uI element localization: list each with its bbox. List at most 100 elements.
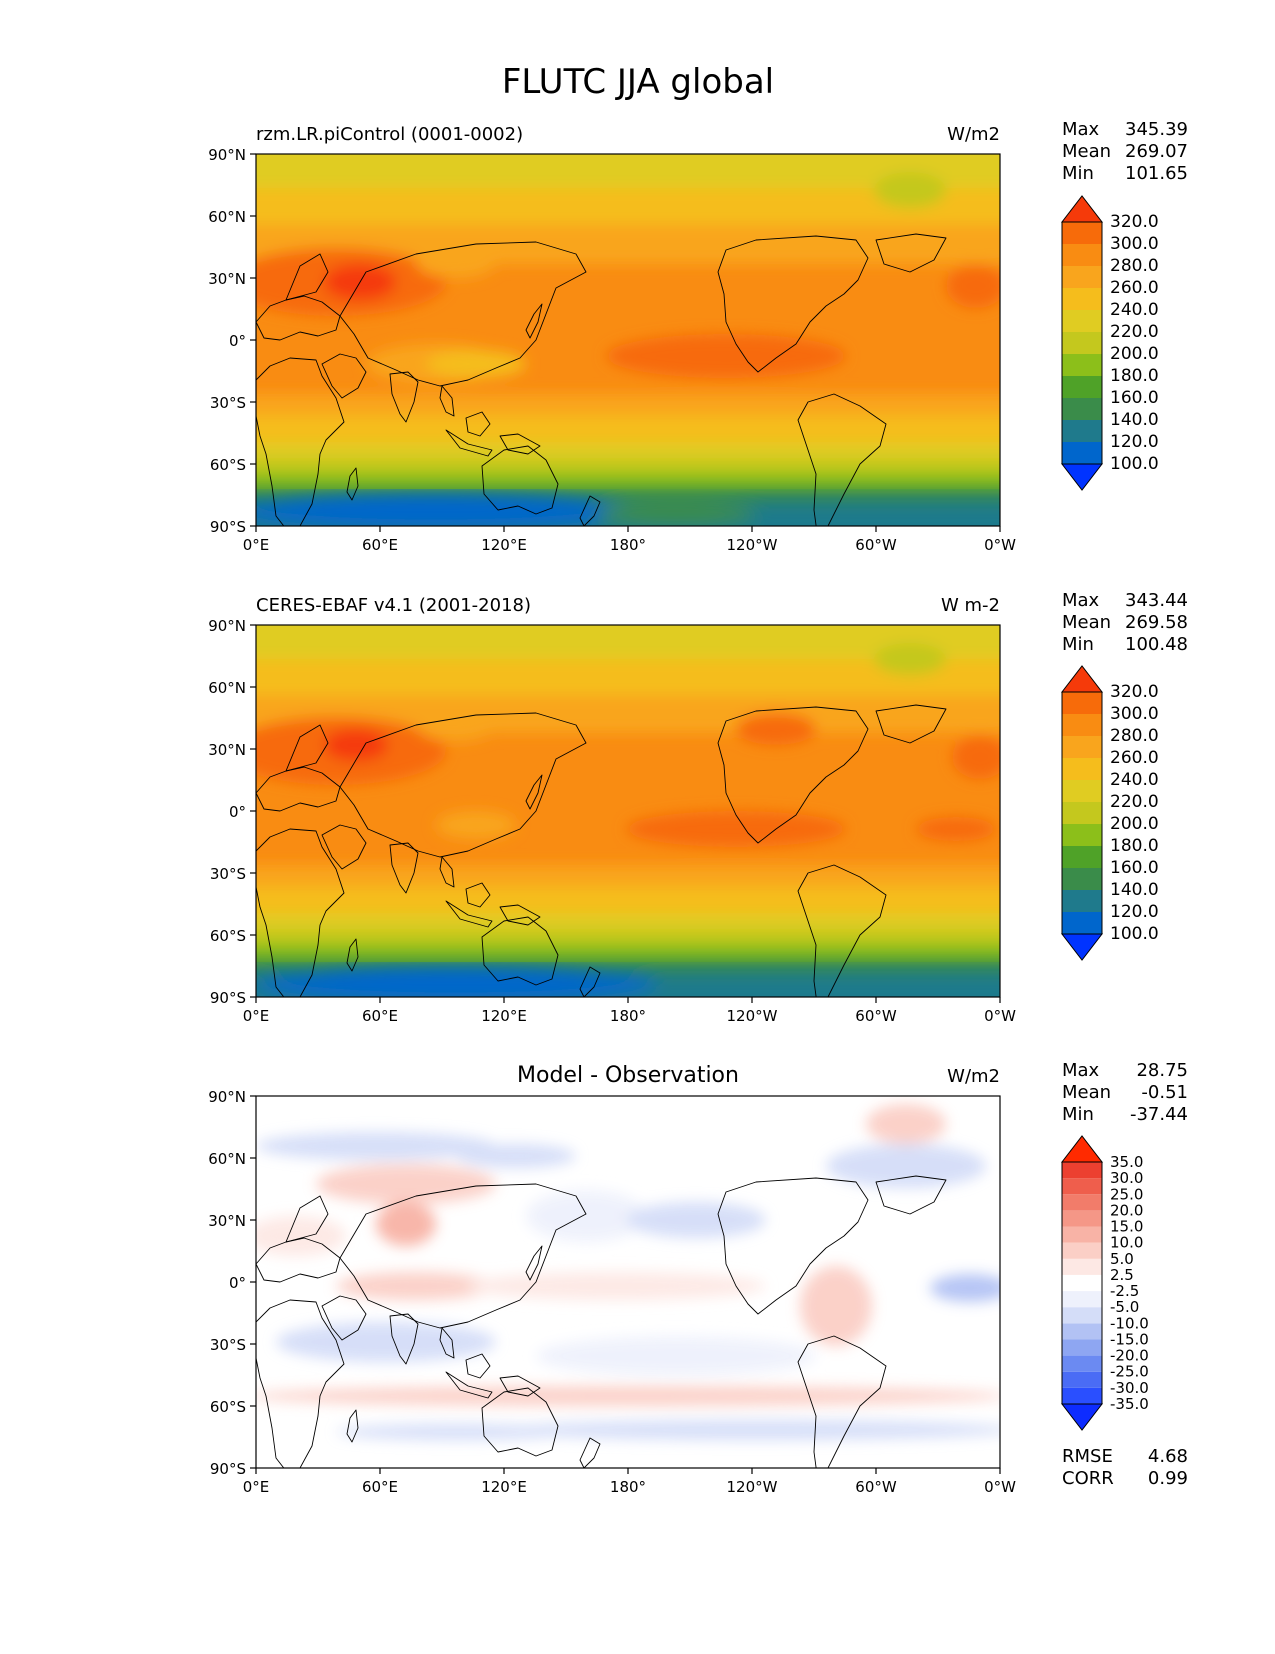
colorbar-segment [1062,1307,1102,1324]
lon-tick-label: 60°E [362,1478,398,1496]
lon-tick-label: 60°E [362,536,398,554]
lat-tick-label: 0° [229,332,246,350]
panel-diff-rmse-label: RMSE [1062,1446,1113,1467]
lat-tick-label: 60°N [208,208,246,226]
lat-tick-label: 30°S [210,1336,246,1354]
lon-tick-label: 180° [610,536,646,554]
panel-model-min-label: Min [1062,163,1094,184]
lat-tick-label: 30°S [210,865,246,883]
colorbar-tick-label: 20.0 [1110,1201,1143,1219]
colorbar-tick-label: 180.0 [1110,836,1159,856]
colorbar-tick-label: 140.0 [1110,880,1159,900]
colorbar-tick-label: 320.0 [1110,212,1159,232]
blob-east-antarctic [256,492,636,526]
band-southern-ocean-1 [256,913,1000,933]
colorbar-tick-label: 160.0 [1110,388,1159,408]
colorbar-extend-high [1060,665,1104,693]
lat-tick-label: 0° [229,1274,246,1292]
panel-obs-max-label: Max [1062,590,1100,611]
panel-obs-left-title: CERES-EBAF v4.1 (2001-2018) [256,595,531,616]
lon-tick-label: 120°W [727,1007,778,1025]
panel-difference: Model - Observation W/m2 [208,1060,1188,1496]
colorbar-tick-label: 140.0 [1110,410,1159,430]
colorbar-tick-label: 100.0 [1110,924,1159,944]
panel-diff-units: W/m2 [947,1066,1000,1087]
colorbar-segment [1062,398,1102,420]
band-southern-ocean-2 [256,929,1000,945]
lat-tick-label: 60°S [210,927,246,945]
panel-model-mean-label: Mean [1062,141,1111,162]
colorbar-segment [1062,1242,1102,1259]
colorbar-tick-label: 5.0 [1110,1250,1134,1268]
band-southern-ocean-1 [256,442,1000,462]
lat-tick-label: 90°S [210,989,246,1007]
blob-middle-east-peak [324,729,388,761]
lon-tick-label: 0°W [984,536,1016,554]
panel-obs-colorbar: 100.0120.0140.0160.0180.0200.0220.0240.0… [1060,665,1159,961]
blob-tropical-pacific [606,334,846,378]
lon-tick-label: 60°W [855,1007,897,1025]
lat-tick-label: 30°S [210,394,246,412]
colorbar-segment [1062,1194,1102,1211]
diff-blob-sh-midlat-warm [256,1386,1000,1406]
colorbar-extend-low [1060,463,1104,491]
lon-tick-label: 60°W [855,536,897,554]
colorbar-tick-label: 25.0 [1110,1185,1143,1203]
colorbar-tick-label: 280.0 [1110,256,1159,276]
colorbar-tick-label: 120.0 [1110,432,1159,452]
lon-tick-label: 120°E [481,1478,527,1496]
colorbar-segment [1062,442,1102,464]
colorbar-segment [1062,868,1102,890]
colorbar-tick-label: 15.0 [1110,1218,1143,1236]
lon-tick-label: 60°E [362,1007,398,1025]
colorbar-segment [1062,1339,1102,1356]
colorbar-tick-label: -25.0 [1110,1363,1149,1381]
panel-diff-center-title: Model - Observation [517,1063,739,1088]
colorbar-segment [1062,890,1102,912]
blob-greenland [874,172,946,208]
colorbar-segment [1062,780,1102,802]
colorbar-tick-label: 280.0 [1110,726,1159,746]
colorbar-tick-label: -5.0 [1110,1298,1139,1316]
band-southern-ocean-3 [256,943,1000,957]
panel-model-max-label: Max [1062,119,1100,140]
colorbar-segment [1062,222,1102,244]
band-southern-ocean-3 [256,472,1000,486]
panel-obs-mean-label: Mean [1062,612,1111,633]
panel-model-left-title: rzm.LR.piControl (0001-0002) [256,124,523,145]
colorbar-tick-label: -2.5 [1110,1282,1139,1300]
diff-blob-pacific-equator-warm [466,1272,766,1300]
colorbar-tick-label: 300.0 [1110,704,1159,724]
colorbar-tick-label: 260.0 [1110,278,1159,298]
panel-diff-min-value: -37.44 [1130,1104,1188,1125]
panel-obs-units: W m-2 [941,595,1000,616]
colorbar-tick-label: 180.0 [1110,366,1159,386]
blob-tibet [416,246,496,278]
colorbar-tick-label: 200.0 [1110,344,1159,364]
lat-tick-label: 90°S [210,518,246,536]
diff-blob-greenland-warm [866,1104,946,1144]
band-mid-south [256,887,1000,917]
colorbar-segment [1062,420,1102,442]
band-arctic [256,154,1000,190]
colorbar-tick-label: -35.0 [1110,1395,1149,1413]
diff-blob-siberia-cool [456,1144,576,1168]
colorbar-extend-high [1060,1135,1104,1163]
colorbar-segment [1062,332,1102,354]
lon-tick-label: 120°E [481,1007,527,1025]
diff-blob-southern-cool [496,1420,1000,1440]
blob-east-atlantic [916,817,996,841]
colorbar-segment [1062,714,1102,736]
diff-blob-north-atlantic-cool [826,1144,986,1188]
colorbar-tick-label: 160.0 [1110,858,1159,878]
panel-diff-corr-label: CORR [1062,1468,1114,1489]
colorbar-segment [1062,310,1102,332]
diff-blob-indian-south-cool [276,1322,496,1362]
band-high-north [256,659,1000,699]
lat-tick-label: 60°S [210,1398,246,1416]
panel-model-mean-value: 269.07 [1125,141,1188,162]
colorbar-segment [1062,1371,1102,1388]
diff-blob-eurasia-cool [256,1132,496,1160]
colorbar-segment [1062,1355,1102,1372]
colorbar-frame [1061,691,1103,935]
